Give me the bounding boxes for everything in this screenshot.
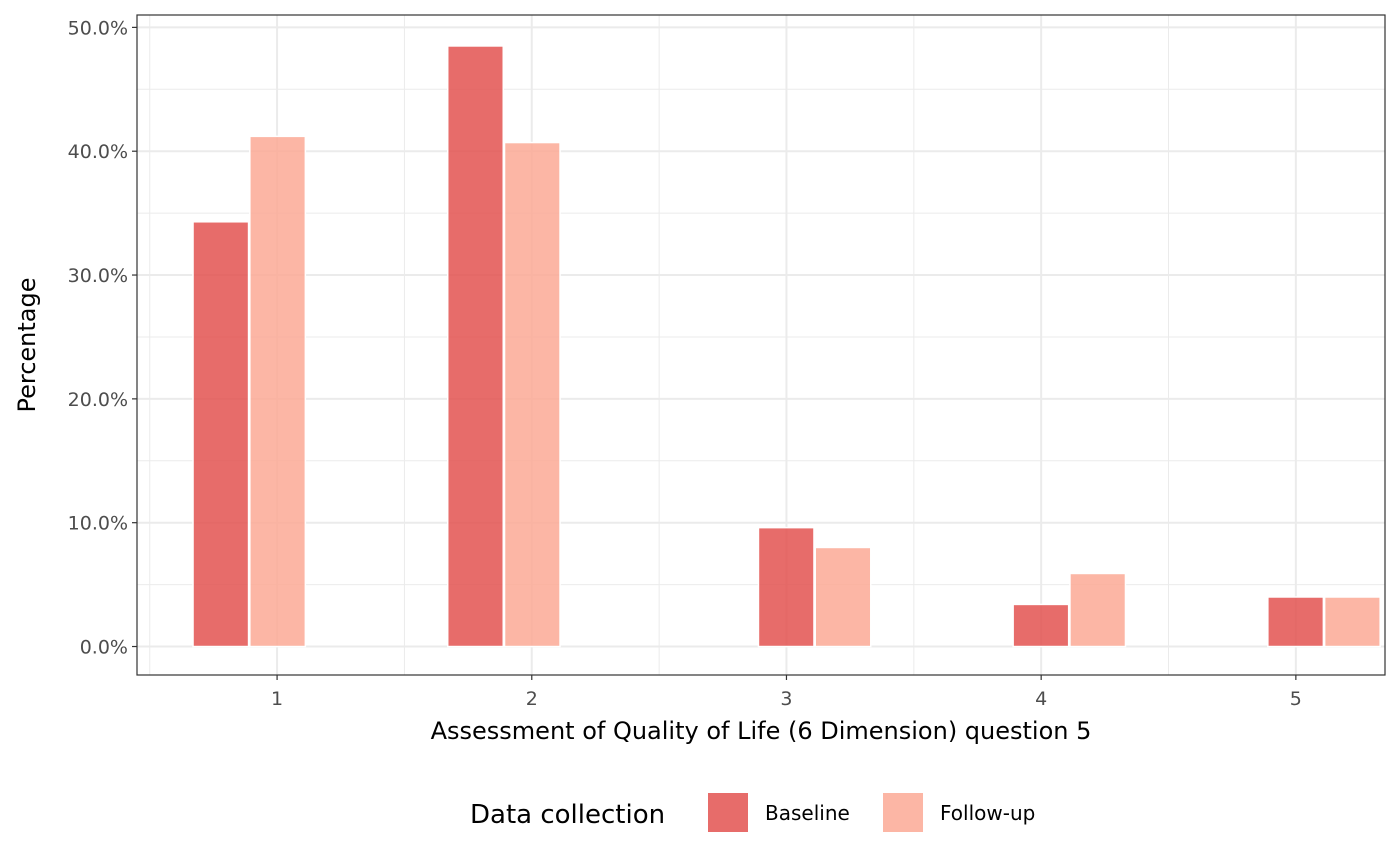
bar-baseline-3	[757, 526, 815, 648]
x-axis-title: Assessment of Quality of Life (6 Dimensi…	[431, 717, 1092, 745]
x-tick-label: 3	[780, 688, 792, 710]
legend-title: Data collection	[470, 800, 665, 830]
y-tick-label: 20.0%	[68, 389, 128, 411]
legend: Data collection Baseline Follow-up	[470, 793, 1035, 832]
x-tick-label: 5	[1290, 688, 1302, 710]
bar-follow-up-3	[814, 546, 872, 648]
x-axis: 1 2 3 4 5	[271, 675, 1302, 710]
legend-key-baseline	[708, 793, 748, 832]
bar-follow-up-4	[1069, 572, 1127, 648]
y-tick-label: 30.0%	[68, 265, 128, 287]
panel-border	[136, 14, 1386, 676]
y-tick-label: 40.0%	[68, 141, 128, 163]
bar-baseline-4	[1012, 603, 1070, 648]
legend-label-baseline: Baseline	[765, 801, 850, 825]
grid-minor	[137, 15, 1385, 675]
legend-key-follow-up	[883, 793, 923, 832]
bars	[192, 45, 1381, 648]
y-axis-title: Percentage	[13, 277, 41, 412]
x-tick-label: 4	[1035, 688, 1047, 710]
y-axis: 0.0% 10.0% 20.0% 30.0% 40.0% 50.0%	[68, 17, 137, 659]
x-tick-label: 2	[526, 688, 538, 710]
legend-label-follow-up: Follow-up	[940, 801, 1035, 825]
bar-follow-up-2	[503, 141, 561, 648]
x-tick-label: 1	[271, 688, 283, 710]
bar-baseline-1	[192, 221, 250, 648]
bar-follow-up-1	[249, 135, 307, 648]
bar-follow-up-5	[1323, 596, 1381, 648]
y-tick-label: 10.0%	[68, 513, 128, 535]
bar-baseline-2	[446, 45, 504, 648]
bar-baseline-5	[1267, 596, 1325, 648]
y-tick-label: 50.0%	[68, 17, 128, 39]
y-tick-label: 0.0%	[80, 637, 128, 659]
